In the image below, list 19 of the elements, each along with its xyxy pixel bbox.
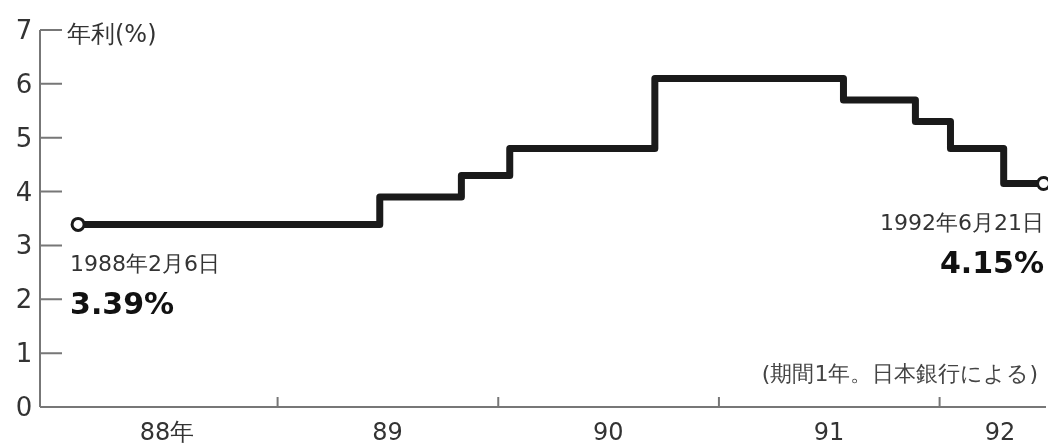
y-tick-label: 5 xyxy=(15,122,33,153)
y-tick-label: 7 xyxy=(15,15,33,45)
y-tick-label: 3 xyxy=(15,230,33,261)
y-tick-label: 4 xyxy=(15,176,33,207)
x-tick-label: 92 xyxy=(984,418,1016,444)
annotation: 1988年2月6日 xyxy=(70,251,221,277)
y-tick-label: 0 xyxy=(15,392,33,422)
annotation: 3.39% xyxy=(70,286,175,322)
annotation: (期間1年。日本銀行による) xyxy=(761,361,1038,386)
y-tick-label: 1 xyxy=(15,338,33,369)
x-tick-label: 88年 xyxy=(139,418,195,444)
y-tick-label: 2 xyxy=(15,284,33,315)
x-tick-label: 91 xyxy=(813,418,845,444)
y-tick-label: 6 xyxy=(15,68,33,99)
annotation: 1992年6月21日 xyxy=(880,210,1044,236)
x-tick-label: 90 xyxy=(593,418,624,444)
y-axis-title: 年利(%) xyxy=(67,20,157,48)
x-tick-label: 89 xyxy=(372,418,403,444)
annotation: 4.15% xyxy=(939,245,1044,281)
